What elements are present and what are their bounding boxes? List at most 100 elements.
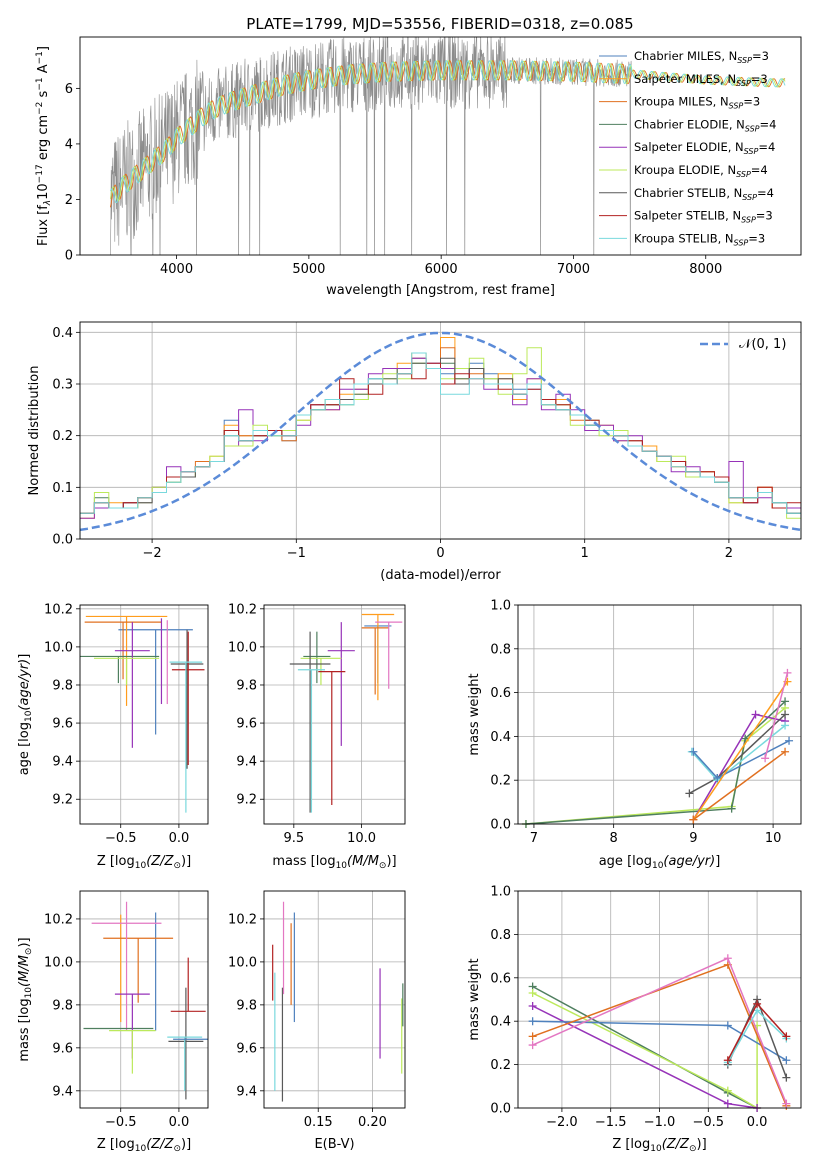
mass_vs_ebv-ytick-label: 9.8 [236,998,257,1013]
massweight_vs_Z-marker [528,1032,537,1041]
hist-xlabel: (data-model)/error [380,568,501,583]
age_vs_mass-ytick-label: 9.2 [236,793,257,808]
massweight_vs_Z-marker [723,1086,732,1095]
massweight_vs_Z-marker [753,999,762,1008]
massweight_vs_Z-ytick-label: 0.4 [490,1015,511,1030]
massweight_vs_age-xtick-label: 9 [689,831,697,846]
age_vs_mass-ytick-label: 9.6 [236,717,257,732]
mass_vs_Z-ytick-label: 9.8 [52,998,73,1013]
spectrum-xtick-label: 4000 [160,262,193,277]
hist-ytick-label: 0.0 [52,533,73,548]
hist-frame [79,321,802,540]
massweight_vs_Z-xtick-label: −1.0 [644,1115,676,1130]
massweight_vs_age-series-line [764,672,789,759]
massweight_vs_age-marker [761,754,770,763]
massweight_vs_age-xlabel-part: age [log [599,854,652,869]
spectrum-ylabel-part: −1 [35,77,45,90]
massweight_vs_Z-ytick-label: 0.2 [490,1058,511,1073]
spectrum-ylabel-part: λ [43,200,53,206]
age_vs_Z-ylabel-part: (age/yr) [17,659,32,711]
legend-entry: Salpeter ELODIE, NSSP=4 [634,140,775,156]
age_vs_Z-xtick-label: −0.5 [105,831,137,846]
legend-entry-name: Kroupa ELODIE, N [634,163,736,177]
massweight_vs_Z-marker [782,1099,791,1108]
spectrum-ytick-label: 2 [65,193,73,208]
mass_vs_ebv-ytick-label: 9.4 [236,1084,257,1099]
mass_vs_ebv-frame [263,890,406,1109]
hist-ylabel: Normed distribution [27,366,42,496]
spectrum-data-line [110,37,632,255]
massweight_vs_Z-xlabel-part: 10 [650,1144,662,1154]
mass_vs_Z-xlabel-part: (Z/Z [146,1137,174,1152]
massweight_vs_Z-xlabel-part: ⊙ [689,1144,697,1154]
legend-entry-name: Salpeter ELODIE, N [634,140,744,154]
massweight_vs_Z-frame [517,890,802,1109]
massweight_vs_age-xlabel-part: (age/yr) [663,854,715,869]
legend-entry-sub: SSP [729,102,744,111]
legend-entry-sub: SSP [745,124,760,133]
massweight_vs_Z-ytick-label: 0.6 [490,971,511,986]
massweight_vs_age-ylabel: mass weight [467,673,482,755]
mass_vs_ebv-ytick-label: 9.6 [236,1041,257,1056]
mass_vs_Z-axes: −0.5 0.0 9.4 9.6 9.8 10.0 10.2 [44,891,208,1130]
legend-entry-n: =3 [748,231,765,245]
mass_vs_Z-frame [79,890,209,1109]
massweight_vs_age-marker [781,747,790,756]
massweight_vs_Z-ytick-label: 1.0 [490,885,511,900]
massweight_vs_Z-xtick-label: −0.5 [693,1115,725,1130]
massweight_vs_age-ytick-label: 1.0 [490,599,511,614]
age_vs_Z-xlabel: Z [log10(Z/Z⊙)] [97,854,191,871]
spectrum-ylabel-part: erg cm [36,115,51,164]
massweight_vs_age-marker [689,815,698,824]
massweight_vs_age-xtick-label: 8 [610,831,618,846]
massweight_vs_age-marker [781,721,790,730]
legend-entry-n: =3 [743,95,760,109]
age_vs_Z-frame [79,604,209,825]
legend-entry-name: Kroupa MILES, N [634,95,729,109]
age_vs_mass-axes: 9.5 10.0 9.2 9.4 9.6 9.8 10.0 10.2 [228,602,405,846]
legend-entry-name: Chabrier ELODIE, N [634,117,745,131]
legend-entry-sub: SSP [737,56,752,65]
spectrum-xtick-label: 7000 [557,262,590,277]
spectrum-xtick-label: 5000 [292,262,325,277]
massweight_vs_age-frame [517,604,802,825]
age_vs_Z-ytick-label: 9.8 [52,678,73,693]
massweight_vs_Z-marker [528,1002,537,1011]
massweight_vs_age-xlabel-part: ] [715,854,720,869]
age_vs_mass-ytick-label: 9.8 [236,678,257,693]
age_vs_mass-ytick-label: 10.2 [228,602,257,617]
mass_vs_Z-ylabel-part: 10 [24,987,34,999]
massweight_vs_age-marker [751,710,760,719]
spectrum-ylabel-part: Flux [f [36,205,51,246]
massweight_vs_Z-marker [782,1056,791,1065]
spectrum-ylabel-part: s [36,90,51,101]
mass_vs_Z-ytick-label: 10.2 [44,912,73,927]
legend-entry: Salpeter STELIB, NSSP=3 [634,209,773,225]
legend-entry-n: =3 [756,209,773,223]
legend-entry-n: =4 [757,186,774,200]
age_vs_Z-ylabel-part: ] [17,654,32,659]
age_vs_Z-ylabel: age [log10(age/yr)] [17,654,34,776]
mass_vs_Z-xlabel-part: Z [log [97,1137,135,1152]
massweight_vs_age-xtick-label: 7 [530,831,538,846]
massweight_vs_Z-xlabel-part: Z [log [612,1137,650,1152]
legend-entry-name: Chabrier MILES, N [634,49,737,63]
spectrum-frame [79,36,802,256]
spectrum-model-line [109,59,786,202]
massweight_vs_Z-marker [782,1032,791,1041]
age_vs_mass-xlabel-part: 10 [336,861,348,871]
legend-entry-sub: SSP [741,216,756,225]
massweight_vs_age-marker [783,668,792,677]
figure-title: PLATE=1799, MJD=53556, FIBERID=0318, z=0… [246,15,633,33]
spectrum-xtick-label: 6000 [425,262,458,277]
mass_vs_ebv-xtick-label: 0.15 [304,1115,333,1130]
age_vs_mass-ytick-label: 10.0 [228,640,257,655]
legend-entry-n: =4 [760,117,777,131]
legend-entry-n: =3 [751,72,768,86]
massweight_vs_age-ytick-label: 0.8 [490,642,511,657]
massweight_vs_Z-ytick-label: 0.0 [490,1102,511,1117]
massweight_vs_Z-xtick-label: −1.5 [595,1115,627,1130]
spectrum-ytick-label: 6 [65,82,73,97]
massweight_vs_age-xlabel-part: 10 [652,861,664,871]
age_vs_mass-frame [263,604,406,825]
